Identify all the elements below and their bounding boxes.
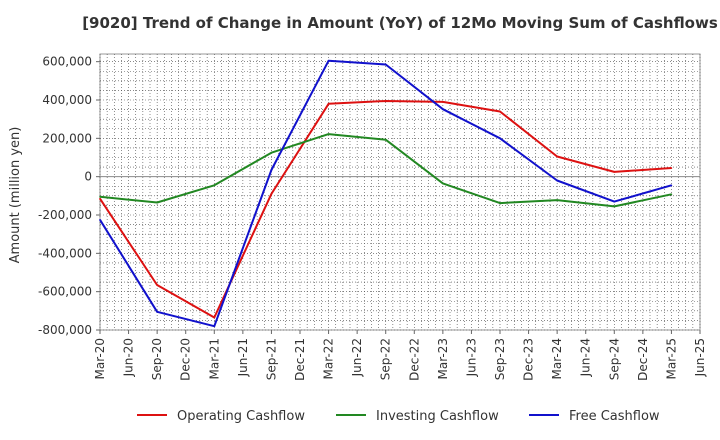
data-point [384, 138, 387, 141]
data-point [613, 205, 616, 208]
x-tick-label: Mar-22 [322, 338, 336, 379]
data-point [99, 195, 101, 198]
data-point [499, 137, 501, 140]
axes-layer: 600,000 400,000 200,000 0 -200,000 -400,000 -6… [38, 55, 707, 381]
legend-layer: Operating Cashflow Investing Cashflow Free… [137, 409, 660, 424]
y-tick-label: -800,000 [38, 323, 92, 337]
data-point [213, 325, 216, 327]
y-tick-label: 0 [84, 170, 92, 184]
chart-title: [9020] Trend of Change in Amount (YoY) o… [82, 14, 718, 32]
data-point [327, 133, 330, 135]
legend-label: Free Cashflow [569, 409, 660, 424]
data-point [327, 103, 330, 105]
data-point [384, 63, 387, 66]
data-point [442, 101, 444, 103]
data-point [670, 193, 673, 196]
y-tick-label: 400,000 [42, 93, 92, 107]
x-tick-label: Sep-23 [493, 338, 507, 380]
x-tick-label: Dec-23 [522, 338, 536, 381]
x-tick-label: Sep-22 [379, 338, 393, 380]
data-point [499, 202, 501, 204]
x-tick-label: Jun-22 [350, 338, 364, 377]
data-point [670, 167, 673, 169]
legend-label: Operating Cashflow [177, 409, 305, 424]
data-point [442, 108, 444, 110]
data-point [556, 155, 558, 158]
legend-label: Investing Cashflow [376, 409, 499, 424]
data-point [270, 169, 273, 171]
data-point [99, 197, 101, 200]
x-tick-label: Jun-25 [693, 338, 707, 377]
data-point [270, 151, 273, 154]
x-tick-label: Jun-21 [236, 338, 250, 377]
data-point [556, 199, 558, 201]
data-point [213, 316, 216, 319]
data-point [670, 184, 673, 187]
data-point [270, 193, 273, 195]
y-tick-label: -200,000 [38, 208, 92, 222]
y-tick-label: 600,000 [42, 55, 92, 69]
data-point [99, 218, 101, 221]
x-tick-label: Sep-20 [150, 338, 164, 380]
y-tick-label: -600,000 [38, 285, 92, 299]
x-tick-label: Mar-25 [664, 338, 678, 379]
x-tick-label: Dec-21 [293, 338, 307, 381]
data-point [213, 184, 216, 187]
data-point [613, 200, 616, 203]
data-point [556, 179, 558, 182]
data-point [384, 100, 387, 102]
data-point [156, 284, 158, 286]
data-point [327, 59, 330, 62]
x-tick-label: Jun-20 [122, 338, 136, 377]
x-tick-label: Dec-22 [407, 338, 421, 381]
data-point [442, 182, 444, 185]
x-tick-label: Sep-21 [264, 338, 278, 380]
series-layer [99, 59, 673, 328]
x-tick-label: Sep-24 [607, 338, 621, 380]
x-tick-label: Mar-20 [93, 338, 107, 379]
x-tick-label: Mar-23 [436, 338, 450, 379]
x-tick-label: Dec-20 [179, 338, 193, 381]
data-point [499, 110, 501, 113]
data-point [613, 171, 616, 173]
x-tick-label: Mar-24 [550, 338, 564, 379]
data-point [156, 310, 158, 313]
y-axis-label: Amount (million yen) [8, 127, 23, 264]
x-tick-label: Jun-24 [579, 338, 593, 377]
x-tick-label: Mar-21 [207, 338, 221, 379]
x-tick-label: Dec-24 [636, 338, 650, 381]
x-tick-label: Jun-23 [464, 338, 478, 377]
y-tick-label: 200,000 [42, 131, 92, 145]
grid-layer [99, 53, 701, 331]
data-point [156, 201, 158, 204]
y-tick-label: -400,000 [38, 246, 92, 260]
